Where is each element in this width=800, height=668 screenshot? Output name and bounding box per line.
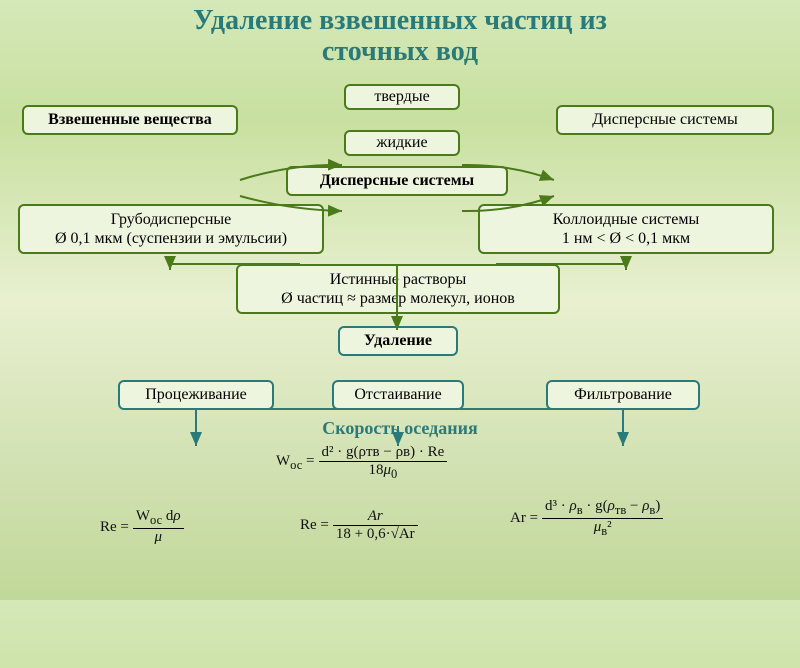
formula-ar: Ar = d³ · ρв · g(ρтв − ρв)μв²: [510, 498, 663, 539]
subtitle-text: Скорость оседания: [322, 418, 478, 438]
label: Процеживание: [145, 385, 247, 404]
label-line1: Грубодисперсные: [111, 210, 231, 229]
connectors: [0, 68, 800, 668]
settling-velocity-subtitle: Скорость оседания: [0, 418, 800, 439]
box-suspended-substances: Взвешенные вещества: [22, 105, 238, 135]
box-dispersed-systems-top: Дисперсные системы: [556, 105, 774, 135]
page-title: Удаление взвешенных частиц из сточных во…: [0, 0, 800, 68]
box-solid: твердые: [344, 84, 460, 110]
box-settling: Отстаивание: [332, 380, 464, 410]
title-line1: Удаление взвешенных частиц из: [193, 5, 607, 36]
box-true-solutions: Истинные растворы Ø частиц ≈ размер моле…: [236, 264, 560, 314]
title-line2: сточных вод: [322, 36, 478, 67]
box-liquid: жидкие: [344, 130, 460, 156]
box-colloid-systems: Коллоидные системы 1 нм < Ø < 0,1 мкм: [478, 204, 774, 254]
label: Взвешенные вещества: [48, 110, 212, 129]
label-line2: Ø частиц ≈ размер молекул, ионов: [281, 289, 515, 308]
label-line1: Коллоидные системы: [553, 210, 699, 229]
box-dispersed-systems-main: Дисперсные системы: [286, 166, 508, 196]
label-line2: Ø 0,1 мкм (суспензии и эмульсии): [55, 229, 287, 248]
box-coarse-dispersed: Грубодисперсные Ø 0,1 мкм (суспензии и э…: [18, 204, 324, 254]
label: Удаление: [364, 331, 432, 350]
label: жидкие: [376, 133, 427, 152]
numerator: d² · g(ρтв − ρв) · Re: [319, 444, 448, 462]
box-filtering: Фильтрование: [546, 380, 700, 410]
formula-re2: Re = Ar18 + 0,6·√Ar: [300, 508, 418, 543]
label-line1: Истинные растворы: [330, 270, 467, 289]
label: Отстаивание: [354, 385, 441, 404]
label: Фильтрование: [574, 385, 672, 404]
box-removal: Удаление: [338, 326, 458, 356]
label: Дисперсные системы: [592, 110, 738, 129]
formula-re1: Re = Wос dρμ: [100, 508, 184, 546]
label: твердые: [374, 87, 429, 106]
label: Дисперсные системы: [320, 171, 474, 190]
formula-woc: Wос = d² · g(ρтв − ρв) · Re18μ0: [276, 444, 447, 482]
label-line2: 1 нм < Ø < 0,1 мкм: [562, 229, 690, 248]
box-straining: Процеживание: [118, 380, 274, 410]
